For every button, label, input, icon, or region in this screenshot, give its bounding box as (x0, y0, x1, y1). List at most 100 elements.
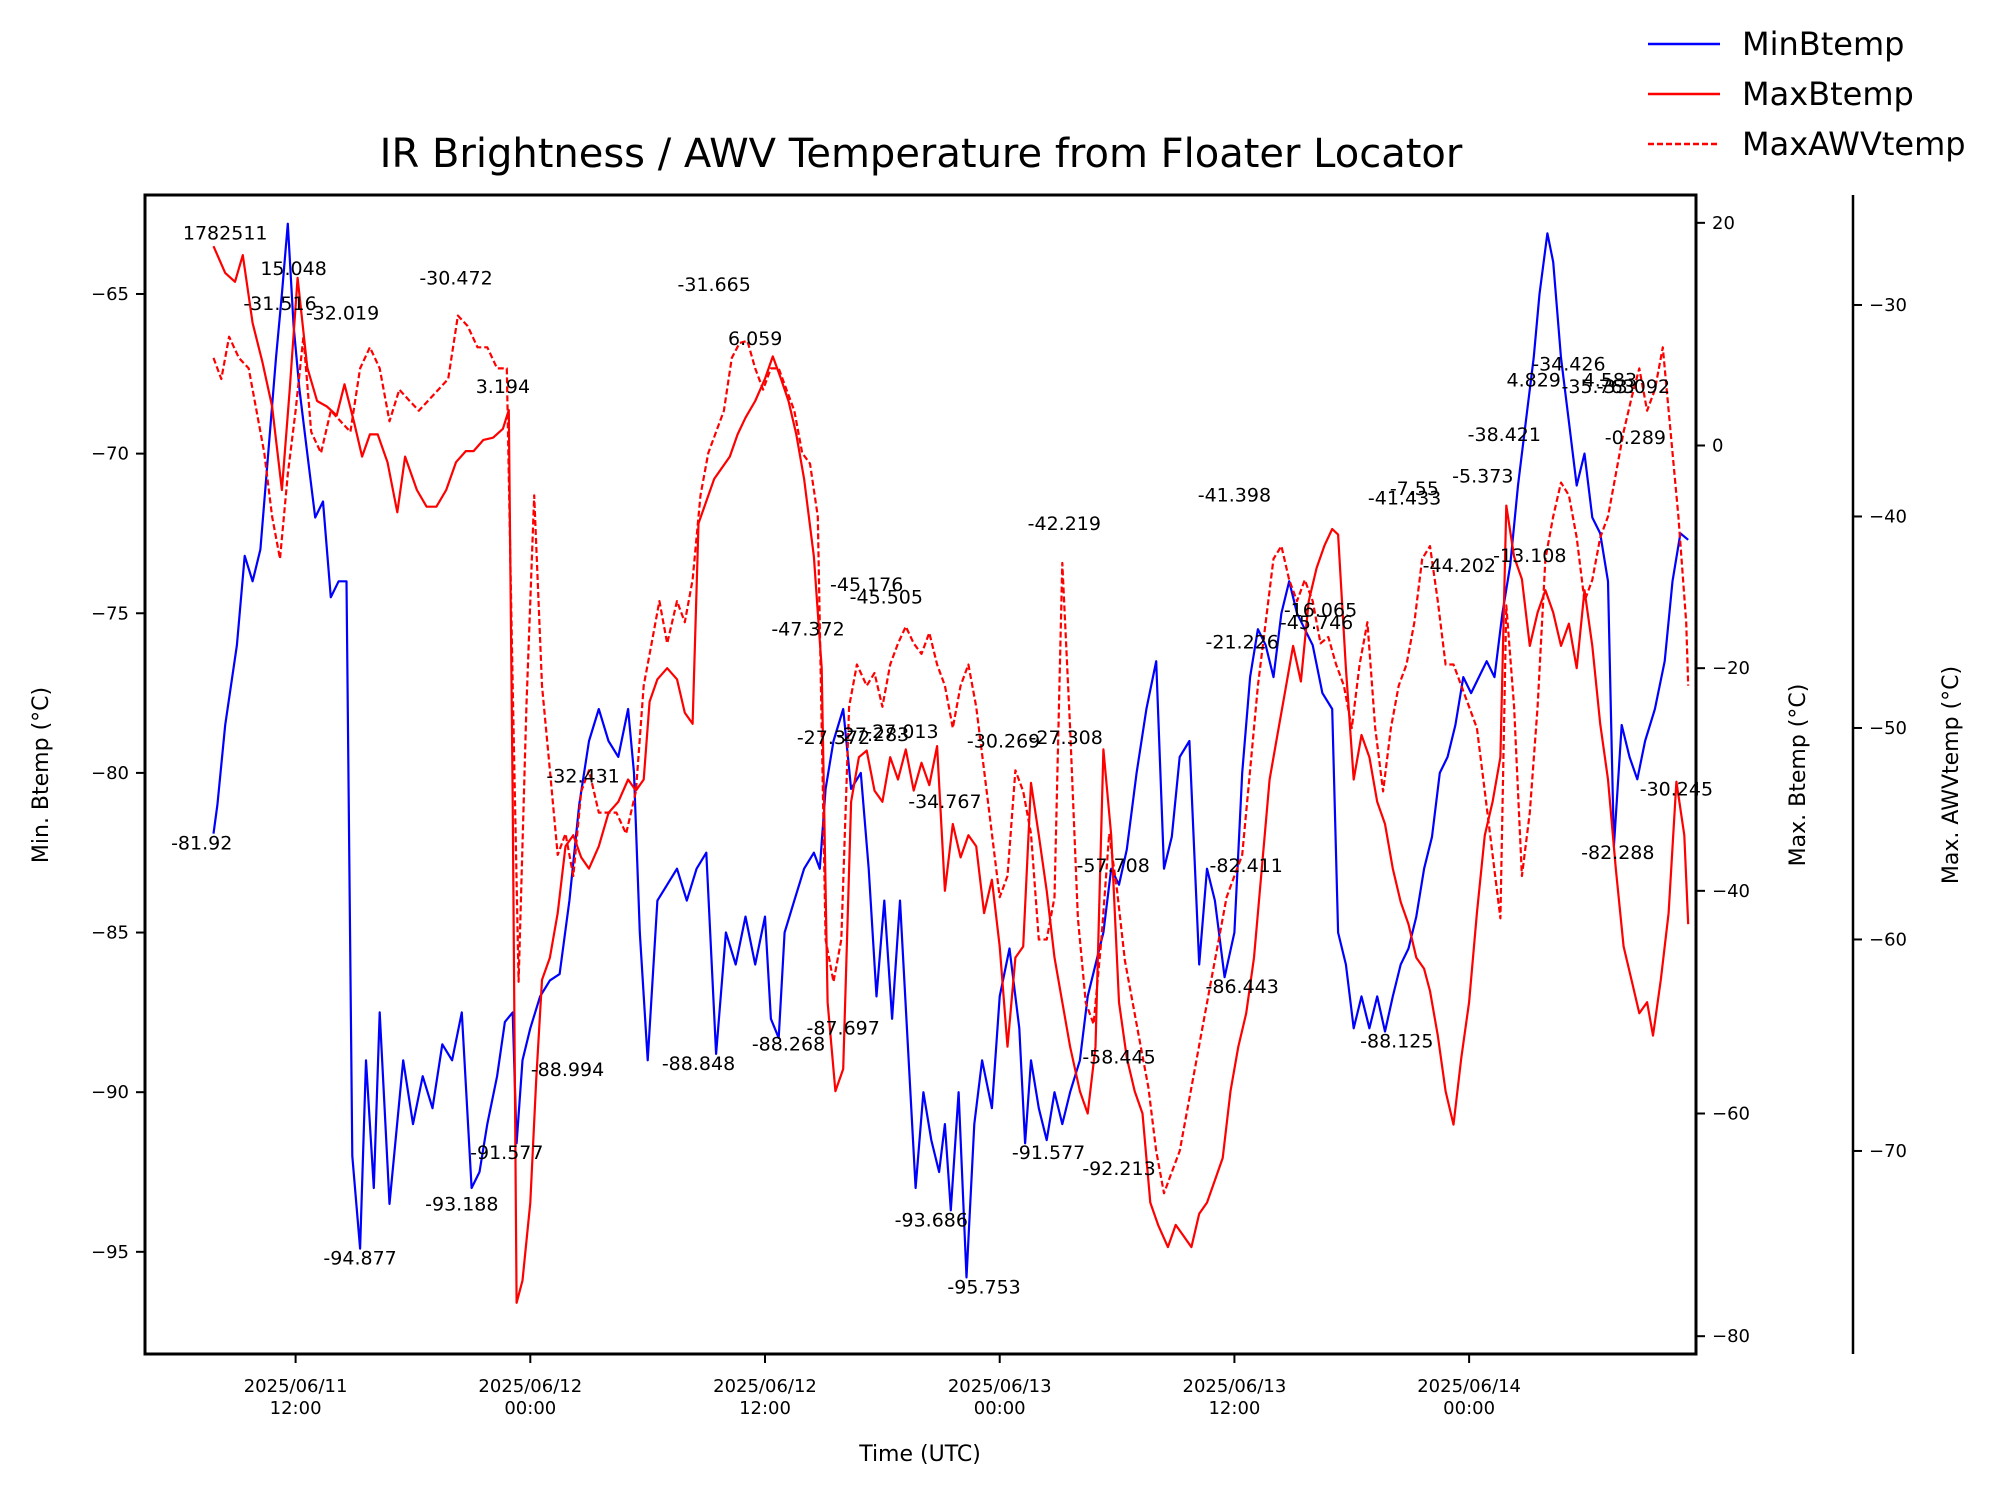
data-label: -30.245 (1640, 778, 1713, 800)
x-axis: 2025/06/1112:002025/06/1200:002025/06/12… (244, 1354, 1521, 1419)
data-label: -34.767 (908, 791, 981, 813)
x-tick-label-date: 2025/06/14 (1417, 1376, 1521, 1397)
data-label: -32.431 (546, 766, 619, 788)
x-tick-label-time: 12:00 (270, 1398, 322, 1419)
left-y-axis-title: Min. Btemp (°C) (29, 687, 54, 863)
left-y-tick-label: −80 (91, 763, 129, 784)
data-label: 4.829 (1506, 370, 1560, 392)
data-label: -87.697 (807, 1018, 880, 1040)
data-label: -33.092 (1597, 376, 1670, 398)
chart-title: IR Brightness / AWV Temperature from Flo… (380, 131, 1463, 177)
data-label: 15.048 (260, 258, 326, 280)
x-tick-label-date: 2025/06/12 (478, 1376, 582, 1397)
data-label: -32.019 (306, 303, 379, 325)
right2-y-tick-label: −50 (1869, 718, 1907, 739)
data-label: -44.202 (1423, 555, 1496, 577)
data-label: -16.065 (1284, 600, 1357, 622)
data-label: -27.283 (836, 724, 909, 746)
right-y-tick-label: −80 (1712, 1326, 1750, 1347)
data-label: -27.013 (865, 721, 938, 743)
x-tick-label-time: 00:00 (1443, 1398, 1495, 1419)
data-label: 3.194 (476, 376, 530, 398)
data-label: -35.763 (1562, 376, 1635, 398)
left-y-tick-label: −75 (91, 603, 129, 624)
data-label: -93.686 (895, 1209, 968, 1231)
data-label: -86.443 (1206, 976, 1279, 998)
right-y-tick-label: −20 (1712, 658, 1750, 679)
data-label: -82.288 (1581, 842, 1654, 864)
data-label: -45.746 (1280, 612, 1353, 634)
series-line-minbtemp (212, 222, 1689, 1279)
data-label: -41.398 (1198, 485, 1271, 507)
x-tick-label-date: 2025/06/11 (244, 1376, 348, 1397)
data-label: -27.372 (797, 727, 870, 749)
x-axis-title: Time (UTC) (858, 1442, 981, 1467)
x-tick-label-time: 12:00 (1208, 1398, 1260, 1419)
data-label: -94.877 (323, 1248, 396, 1270)
right-y-tick-label: −60 (1712, 1104, 1750, 1125)
x-tick-label-time: 00:00 (974, 1398, 1026, 1419)
right2-y-tick-label: −70 (1869, 1141, 1907, 1162)
right2-y-tick-label: −60 (1869, 929, 1907, 950)
data-label: 4.583 (1583, 370, 1637, 392)
data-label: -7.55 (1390, 478, 1439, 500)
right-y-axis-title: Max. Btemp (°C) (1786, 684, 1811, 867)
data-label: -5.373 (1452, 465, 1513, 487)
plot-frame (143, 193, 1698, 1356)
data-label: -13.108 (1493, 545, 1566, 567)
data-label: -42.219 (1028, 513, 1101, 535)
left-y-tick-label: −85 (91, 923, 129, 944)
series-line-maxawvtemp (212, 314, 1690, 1195)
data-label: -88.268 (752, 1034, 825, 1056)
left-y-axis: −65 −70 −75 −80 −85 −90 −95 (91, 284, 145, 1263)
data-label: -92.213 (1082, 1158, 1155, 1180)
data-label: -91.577 (1012, 1142, 1085, 1164)
right2-y-axis-title: Max. AWVtemp (°C) (1939, 666, 1964, 884)
data-label: -31.665 (678, 274, 751, 296)
data-label: -82.411 (1210, 855, 1283, 877)
right-y-tick-label: 20 (1712, 213, 1735, 234)
data-label: -45.176 (830, 574, 903, 596)
data-label: -47.372 (771, 619, 844, 641)
data-label: -41.433 (1368, 488, 1441, 510)
legend-label-minbtemp: MinBtemp (1742, 25, 1904, 63)
data-label: -57.708 (1077, 855, 1150, 877)
right-y-tick-label: 0 (1712, 436, 1723, 457)
x-tick-label-date: 2025/06/12 (713, 1376, 817, 1397)
x-tick-label-time: 00:00 (504, 1398, 556, 1419)
legend-label-maxbtemp: MaxBtemp (1742, 75, 1914, 113)
series-line-maxbtemp (212, 245, 1690, 1304)
x-tick-label-date: 2025/06/13 (948, 1376, 1052, 1397)
data-label: -91.577 (470, 1142, 543, 1164)
data-label: -38.421 (1468, 424, 1541, 446)
right2-y-tick-label: −40 (1869, 506, 1907, 527)
data-label: -30.472 (419, 267, 492, 289)
data-label: 1782511 (183, 223, 268, 245)
data-label: -95.753 (947, 1276, 1020, 1298)
data-label: -34.426 (1532, 354, 1605, 376)
legend-label-maxawvtemp: MaxAWVtemp (1742, 125, 1966, 163)
data-label: -81.92 (171, 833, 232, 855)
data-label: -93.188 (425, 1193, 498, 1215)
left-y-tick-label: −70 (91, 444, 129, 465)
data-label: -45.505 (850, 587, 923, 609)
left-y-tick-label: −95 (91, 1242, 129, 1263)
right-y-tick-label: −40 (1712, 881, 1750, 902)
left-y-tick-label: −90 (91, 1082, 129, 1103)
data-label: -0.289 (1605, 427, 1666, 449)
data-label: -27.308 (1030, 727, 1103, 749)
right2-y-axis: −30 −40 −50 −60 −70 (1851, 195, 1907, 1354)
data-label: -30.269 (967, 730, 1040, 752)
data-label: -31.516 (243, 293, 316, 315)
left-y-tick-label: −65 (91, 284, 129, 305)
right-y-axis: 20 0 −20 −40 −60 −80 (1696, 213, 1750, 1347)
x-tick-label-time: 12:00 (739, 1398, 791, 1419)
data-label: 6.059 (728, 328, 782, 350)
data-label: -88.125 (1360, 1031, 1433, 1053)
right2-y-tick-label: −30 (1869, 295, 1907, 316)
plot-area: 1782511 15.048 -31.516-32.019 -30.472 3.194 -… (143, 193, 1713, 1356)
x-tick-label-date: 2025/06/13 (1183, 1376, 1287, 1397)
data-label: -88.994 (531, 1059, 604, 1081)
data-label: -58.445 (1082, 1047, 1155, 1069)
